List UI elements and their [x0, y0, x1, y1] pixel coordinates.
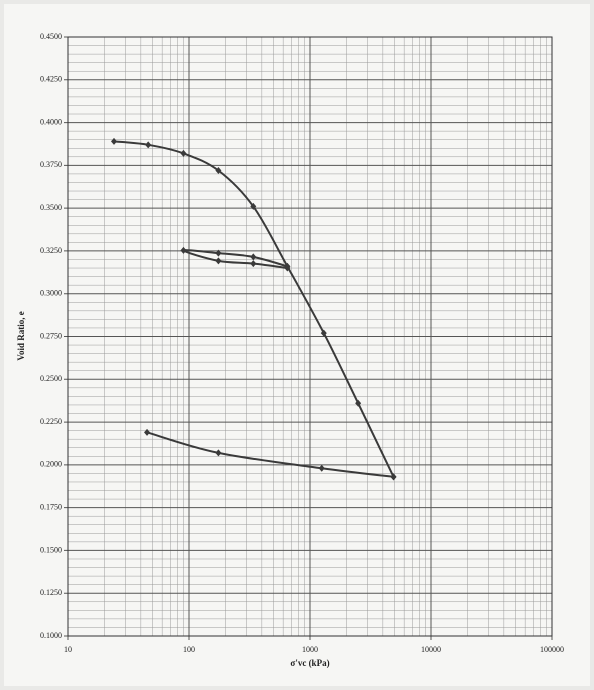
y-tick-label: 0.1750	[40, 502, 62, 511]
y-tick-label: 0.1250	[40, 588, 62, 597]
y-tick-label: 0.2750	[40, 331, 62, 340]
x-axis-label: σ'vc (kPa)	[290, 658, 329, 668]
y-tick-label: 0.3750	[40, 160, 62, 169]
y-tick-label: 0.2500	[40, 374, 62, 383]
y-tick-label: 0.3500	[40, 203, 62, 212]
x-tick-label: 1000	[302, 645, 318, 654]
point	[180, 246, 187, 254]
point	[320, 329, 327, 337]
point	[215, 449, 222, 457]
point	[111, 137, 118, 145]
point	[215, 249, 222, 257]
y-tick-label: 0.1000	[40, 631, 62, 640]
y-tick-label: 0.3250	[40, 246, 62, 255]
point	[390, 473, 397, 481]
plot-border	[67, 36, 553, 637]
point	[145, 141, 152, 149]
point	[180, 149, 187, 157]
point	[215, 166, 222, 174]
y-tick-label: 0.2250	[40, 417, 62, 426]
x-tick-label: 100000	[540, 645, 564, 654]
y-tick-label: 0.4000	[40, 117, 62, 126]
point	[284, 264, 291, 272]
point	[250, 260, 257, 268]
y-axis-label: Void Ratio, e	[16, 311, 26, 360]
point	[215, 257, 222, 265]
x-tick-label: 10000	[421, 645, 441, 654]
curve	[113, 140, 395, 478]
y-tick-label: 0.4500	[40, 32, 62, 41]
y-tick-label: 0.2000	[40, 460, 62, 469]
x-tick-label: 10	[64, 645, 72, 654]
point	[250, 202, 257, 210]
y-tick-label: 0.3000	[40, 289, 62, 298]
point	[355, 399, 362, 407]
y-tick-label: 0.1500	[40, 545, 62, 554]
curve	[146, 431, 394, 478]
x-tick-label: 100	[183, 645, 195, 654]
point	[318, 464, 325, 472]
point	[144, 428, 151, 436]
point	[250, 253, 257, 261]
y-tick-label: 0.4250	[40, 75, 62, 84]
